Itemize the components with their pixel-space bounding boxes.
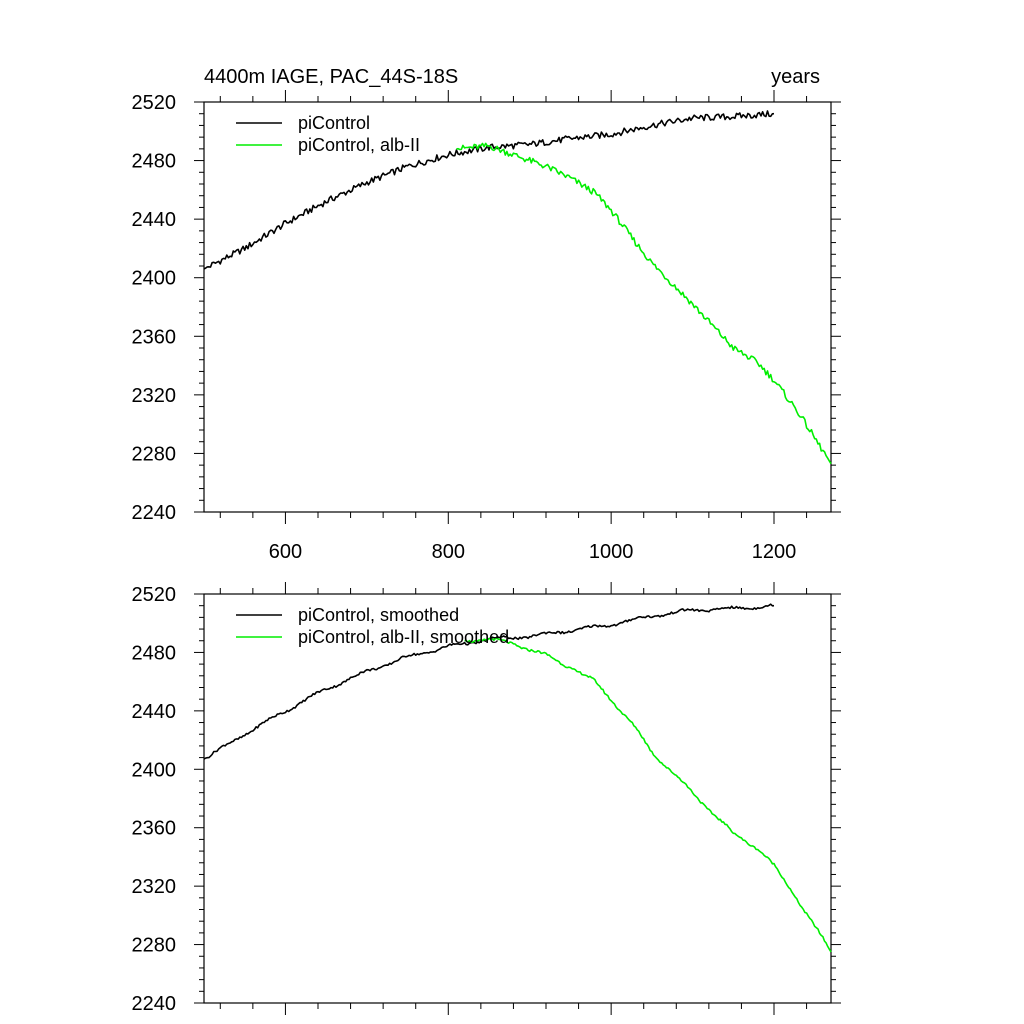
y-tick-label: 2520 xyxy=(132,584,177,606)
series-line-alb-ii xyxy=(456,142,832,465)
y-tick-label: 2360 xyxy=(132,326,177,348)
y-tick-label: 2240 xyxy=(132,502,177,524)
legend-label: piControl xyxy=(298,113,370,133)
y-tick-label: 2280 xyxy=(132,935,177,957)
top-panel: 2240 2280 2320 2360 2400 2440 2480 2520 600 800 10… xyxy=(132,90,841,563)
y-tick-label: 2440 xyxy=(132,701,177,723)
y-tick-label: 2280 xyxy=(132,443,177,465)
bottom-panel: 2240 2280 2320 2360 2400 2440 2480 2520 piContro… xyxy=(132,582,841,1015)
series-line-alb-ii xyxy=(464,637,832,953)
plot-frame xyxy=(203,101,832,513)
plot-frame xyxy=(203,593,832,1004)
y-tick-label: 2320 xyxy=(132,385,177,407)
series-line-picontrol xyxy=(203,110,775,270)
x-tick-label: 1200 xyxy=(752,541,797,563)
x-axis-unit-label: years xyxy=(771,66,820,88)
y-tick-label: 2360 xyxy=(132,818,177,840)
x-tick-label: 800 xyxy=(432,541,465,563)
y-tick-label: 2480 xyxy=(132,642,177,664)
y-tick-label: 2440 xyxy=(132,209,177,231)
y-tick-label: 2400 xyxy=(132,759,177,781)
y-tick-label: 2520 xyxy=(132,92,177,114)
legend-label: piControl, smoothed xyxy=(298,605,459,625)
x-tick-label: 600 xyxy=(269,541,302,563)
y-tick-label: 2240 xyxy=(132,993,177,1015)
y-tick-label: 2320 xyxy=(132,876,177,898)
y-tick-label: 2400 xyxy=(132,268,177,290)
x-tick-label: 1000 xyxy=(589,541,634,563)
legend-label: piControl, alb-II xyxy=(298,135,420,155)
legend-label: piControl, alb-II, smoothed xyxy=(298,627,509,647)
chart-title: 4400m IAGE, PAC_44S-18S xyxy=(204,66,458,88)
y-tick-label: 2480 xyxy=(132,151,177,173)
